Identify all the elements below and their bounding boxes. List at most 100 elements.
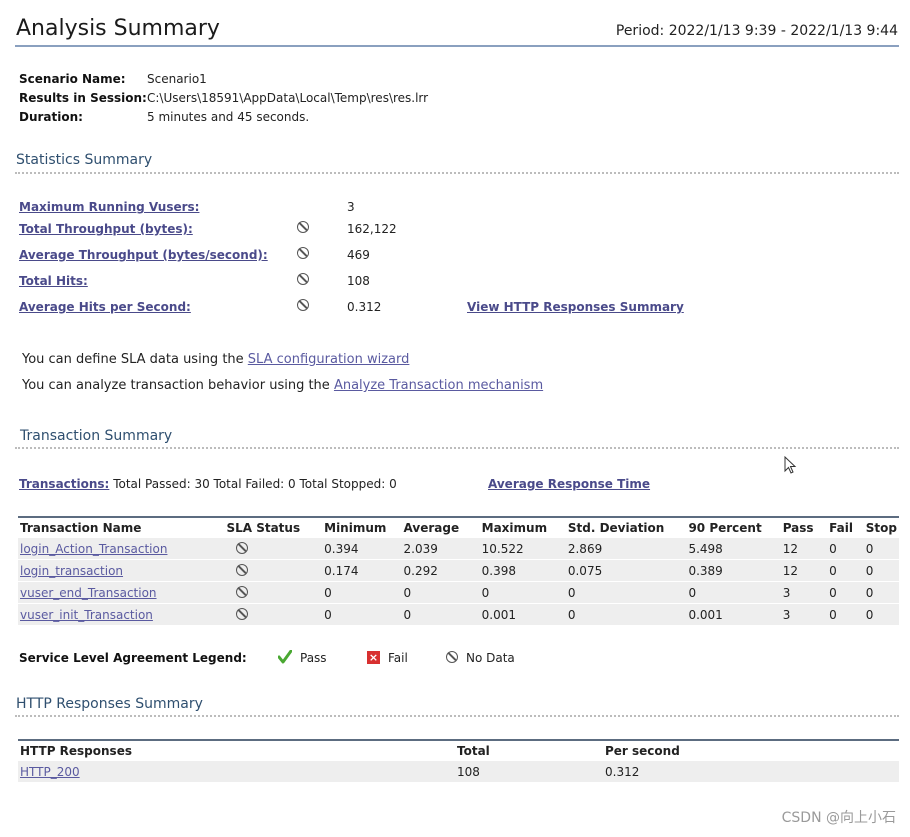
page-title: Analysis Summary bbox=[16, 16, 220, 41]
col-total: Total bbox=[455, 739, 603, 761]
col-maximum: Maximum bbox=[479, 516, 566, 538]
table-row: vuser_end_Transaction 0 0 0 0 0 3 0 0 bbox=[18, 581, 899, 604]
watermark-text: CSDN @向上小石 bbox=[781, 810, 896, 826]
http-table-header: HTTP Responses Total Per second bbox=[18, 739, 899, 761]
scenario-name-value: Scenario1 bbox=[147, 72, 207, 86]
sla-wizard-link[interactable]: SLA configuration wizard bbox=[247, 352, 410, 367]
cell-pass: 12 bbox=[780, 559, 828, 582]
no-data-icon bbox=[297, 247, 309, 259]
no-data-icon bbox=[236, 586, 249, 598]
avg-throughput-link[interactable]: Average Throughput (bytes/second): bbox=[19, 248, 268, 262]
col-pass: Pass bbox=[780, 516, 828, 538]
no-data-icon bbox=[236, 608, 249, 620]
sla-analyze-text: You can analyze transaction behavior usi… bbox=[22, 378, 330, 393]
cell-p90: 5.498 bbox=[686, 538, 781, 560]
cell-min: 0.394 bbox=[322, 538, 402, 560]
cell-p90: 0.001 bbox=[686, 603, 781, 626]
max-running-vusers-value: 3 bbox=[347, 200, 355, 214]
no-data-icon bbox=[446, 651, 458, 663]
col-90-percent: 90 Percent bbox=[686, 516, 781, 538]
cell-min: 0 bbox=[322, 581, 402, 604]
cell-max: 0 bbox=[479, 581, 566, 604]
http-code-link[interactable]: HTTP_200 bbox=[20, 764, 80, 779]
cell-max: 10.522 bbox=[479, 538, 566, 560]
view-http-responses-link[interactable]: View HTTP Responses Summary bbox=[467, 300, 684, 314]
cell-std: 0 bbox=[565, 603, 687, 626]
no-data-icon bbox=[236, 564, 249, 576]
total-hits-link[interactable]: Total Hits: bbox=[19, 274, 88, 288]
cell-min: 0.174 bbox=[322, 559, 402, 582]
cell-avg: 0 bbox=[401, 581, 480, 604]
cell-stop: 0 bbox=[863, 559, 899, 582]
transaction-totals-line: Transactions: Total Passed: 30 Total Fai… bbox=[19, 477, 397, 491]
legend-nodata-text: No Data bbox=[466, 651, 515, 665]
transaction-name-link[interactable]: vuser_init_Transaction bbox=[20, 607, 153, 622]
cell-std: 0.075 bbox=[565, 559, 687, 582]
col-per-second: Per second bbox=[603, 739, 899, 761]
col-std-deviation: Std. Deviation bbox=[565, 516, 687, 538]
avg-throughput-value: 469 bbox=[347, 248, 370, 262]
transaction-summary-heading: Transaction Summary bbox=[20, 428, 173, 444]
transaction-table: Transaction Name SLA Status Minimum Aver… bbox=[18, 516, 899, 626]
cell-max: 0.001 bbox=[479, 603, 566, 626]
pass-check-icon bbox=[278, 650, 292, 664]
cell-stop: 0 bbox=[863, 603, 899, 626]
session-value: C:\Users\18591\AppData\Local\Temp\res\re… bbox=[147, 91, 429, 105]
cell-stop: 0 bbox=[863, 538, 899, 560]
transactions-link[interactable]: Transactions: bbox=[19, 477, 110, 491]
cell-min: 0 bbox=[322, 603, 402, 626]
transaction-name-link[interactable]: vuser_end_Transaction bbox=[20, 585, 157, 600]
cell-avg: 0 bbox=[401, 603, 480, 626]
scenario-name-label: Scenario Name: bbox=[19, 72, 126, 86]
sla-define-line: You can define SLA data using the SLA co… bbox=[22, 352, 409, 367]
sla-legend-label: Service Level Agreement Legend: bbox=[19, 651, 247, 665]
transaction-totals: Total Passed: 30 Total Failed: 0 Total S… bbox=[113, 477, 397, 491]
transaction-table-header: Transaction Name SLA Status Minimum Aver… bbox=[18, 516, 899, 538]
cell-p90: 0 bbox=[686, 581, 781, 604]
cell-fail: 0 bbox=[827, 538, 864, 560]
avg-hits-value: 0.312 bbox=[347, 300, 382, 314]
table-row: login_Action_Transaction 0.394 2.039 10.… bbox=[18, 538, 899, 560]
cell-total: 108 bbox=[455, 761, 603, 783]
duration-label: Duration: bbox=[19, 110, 83, 124]
sla-define-text: You can define SLA data using the bbox=[22, 352, 244, 367]
http-summary-heading: HTTP Responses Summary bbox=[16, 696, 203, 712]
average-response-time-link[interactable]: Average Response Time bbox=[488, 477, 651, 491]
cell-avg: 0.292 bbox=[401, 559, 480, 582]
transaction-name-link[interactable]: login_transaction bbox=[20, 563, 124, 578]
statistics-summary-heading: Statistics Summary bbox=[16, 152, 153, 168]
max-running-vusers-link[interactable]: Maximum Running Vusers: bbox=[19, 200, 200, 214]
table-row: HTTP_200 108 0.312 bbox=[18, 761, 899, 783]
col-minimum: Minimum bbox=[322, 516, 402, 538]
cell-pass: 12 bbox=[780, 538, 828, 560]
no-data-icon bbox=[297, 221, 309, 233]
cell-stop: 0 bbox=[863, 581, 899, 604]
cell-fail: 0 bbox=[827, 559, 864, 582]
cell-pass: 3 bbox=[780, 581, 828, 604]
avg-hits-link[interactable]: Average Hits per Second: bbox=[19, 300, 191, 314]
col-transaction-name: Transaction Name bbox=[18, 516, 225, 538]
col-sla-status: SLA Status bbox=[224, 516, 323, 538]
no-data-icon bbox=[297, 299, 309, 311]
title-divider bbox=[15, 45, 899, 47]
session-label: Results in Session: bbox=[19, 91, 147, 105]
cell-fail: 0 bbox=[827, 581, 864, 604]
transaction-divider bbox=[15, 447, 899, 449]
legend-pass-text: Pass bbox=[300, 651, 327, 665]
period-text: Period: 2022/1/13 9:39 - 2022/1/13 9:44 bbox=[615, 23, 898, 39]
http-table: HTTP Responses Total Per second HTTP_200… bbox=[18, 739, 899, 783]
total-throughput-value: 162,122 bbox=[347, 222, 397, 236]
mouse-cursor-icon bbox=[784, 456, 797, 474]
transaction-name-link[interactable]: login_Action_Transaction bbox=[20, 541, 168, 556]
cell-std: 0 bbox=[565, 581, 687, 604]
total-throughput-link[interactable]: Total Throughput (bytes): bbox=[19, 222, 193, 236]
duration-value: 5 minutes and 45 seconds. bbox=[147, 110, 310, 124]
col-http-responses: HTTP Responses bbox=[18, 739, 455, 761]
total-hits-value: 108 bbox=[347, 274, 370, 288]
cell-avg: 2.039 bbox=[401, 538, 480, 560]
analyze-transaction-link[interactable]: Analyze Transaction mechanism bbox=[333, 378, 544, 393]
cell-p90: 0.389 bbox=[686, 559, 781, 582]
no-data-icon bbox=[297, 273, 309, 285]
table-row: vuser_init_Transaction 0 0 0.001 0 0.001… bbox=[18, 603, 899, 626]
col-fail: Fail bbox=[827, 516, 864, 538]
